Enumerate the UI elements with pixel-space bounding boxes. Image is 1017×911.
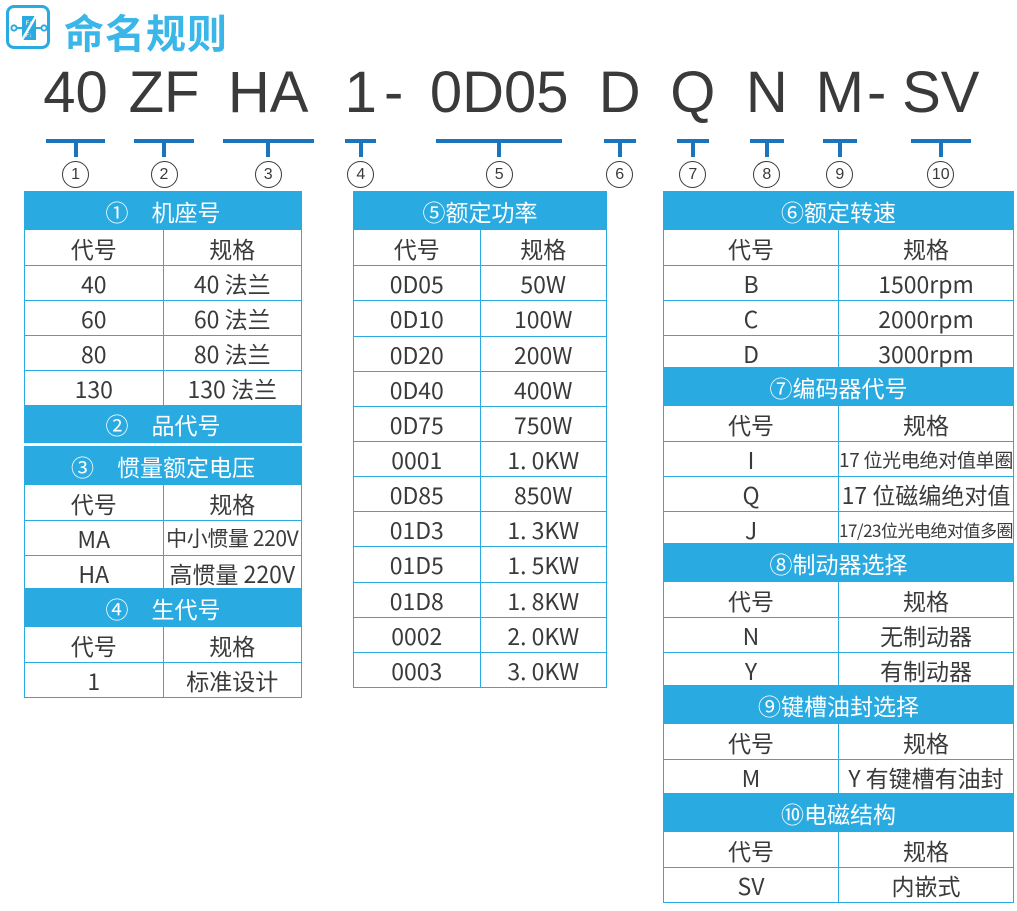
svg-text:F↓: F↓ [26, 33, 33, 39]
svg-text:F↑: F↑ [26, 21, 33, 27]
